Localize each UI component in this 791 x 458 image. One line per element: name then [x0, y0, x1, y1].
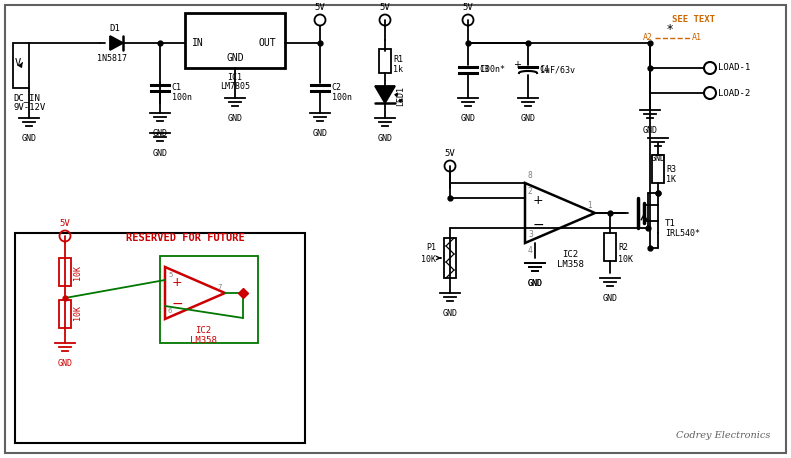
Polygon shape	[110, 36, 123, 50]
Text: 5: 5	[168, 272, 172, 278]
FancyBboxPatch shape	[444, 238, 456, 278]
Text: T1: T1	[665, 218, 676, 228]
Text: 100n*: 100n*	[480, 65, 505, 75]
Text: LOAD-1: LOAD-1	[718, 64, 750, 72]
Text: 9V-12V: 9V-12V	[13, 103, 45, 112]
Text: RESERVED FOR FUTURE: RESERVED FOR FUTURE	[126, 233, 244, 243]
Polygon shape	[525, 183, 595, 243]
Text: 2: 2	[528, 187, 533, 196]
Text: GND: GND	[650, 154, 665, 163]
FancyBboxPatch shape	[185, 13, 285, 68]
Text: IRL540*: IRL540*	[665, 229, 700, 238]
FancyBboxPatch shape	[379, 49, 391, 73]
Text: GND: GND	[312, 129, 327, 138]
Text: GND: GND	[153, 129, 168, 138]
Text: C4: C4	[539, 65, 549, 73]
Text: GND: GND	[528, 279, 543, 288]
Text: 7: 7	[218, 284, 222, 290]
Text: R2: R2	[618, 244, 628, 252]
Text: 10K: 10K	[73, 305, 82, 321]
Text: LM7805: LM7805	[220, 82, 250, 91]
Text: D1: D1	[110, 24, 120, 33]
Text: 8: 8	[528, 171, 533, 180]
Text: 5V: 5V	[380, 3, 391, 12]
Text: V: V	[15, 58, 21, 68]
FancyBboxPatch shape	[5, 5, 786, 453]
Text: +: +	[533, 195, 543, 207]
Text: GND: GND	[377, 134, 392, 143]
Text: +: +	[513, 60, 521, 70]
Text: GND: GND	[21, 134, 36, 143]
Text: GND: GND	[226, 53, 244, 63]
Text: 5V: 5V	[445, 149, 456, 158]
Text: 100n: 100n	[332, 93, 352, 103]
Text: C1: C1	[171, 82, 181, 92]
Text: IC2: IC2	[195, 326, 211, 335]
Text: GND: GND	[528, 279, 543, 288]
FancyBboxPatch shape	[15, 233, 305, 443]
Text: GND: GND	[460, 114, 475, 123]
Text: 1: 1	[587, 201, 592, 210]
Text: 6: 6	[168, 308, 172, 314]
Text: 10K: 10K	[618, 255, 633, 263]
Text: 100n: 100n	[172, 93, 192, 103]
Text: GND: GND	[442, 309, 457, 318]
Text: C2: C2	[331, 82, 341, 92]
Text: −: −	[172, 296, 184, 311]
Text: 1N5817: 1N5817	[97, 54, 127, 63]
Text: 1k: 1k	[393, 65, 403, 75]
FancyBboxPatch shape	[59, 300, 71, 328]
Text: GND: GND	[58, 359, 73, 368]
Text: 3: 3	[528, 230, 533, 239]
Text: DC_IN: DC_IN	[13, 93, 40, 102]
Text: LED1: LED1	[396, 86, 405, 106]
Text: LOAD-2: LOAD-2	[718, 88, 750, 98]
Text: C3: C3	[479, 65, 489, 73]
FancyBboxPatch shape	[652, 155, 664, 183]
Text: +: +	[172, 276, 183, 289]
Text: −: −	[533, 218, 545, 232]
Text: 5V: 5V	[463, 3, 473, 12]
Text: 5V: 5V	[315, 3, 325, 12]
Text: 1K: 1K	[666, 175, 676, 185]
Text: R1: R1	[393, 55, 403, 65]
FancyBboxPatch shape	[59, 258, 71, 286]
Text: IC1: IC1	[228, 73, 243, 82]
Text: A2: A2	[643, 33, 653, 43]
Polygon shape	[375, 86, 395, 103]
Text: SEE TEXT: SEE TEXT	[672, 16, 714, 24]
Text: *: *	[667, 23, 673, 37]
Text: 5V: 5V	[59, 219, 70, 228]
Text: LM358: LM358	[190, 336, 217, 345]
Text: Codrey Electronics: Codrey Electronics	[676, 431, 770, 440]
Text: OUT: OUT	[259, 38, 276, 48]
FancyBboxPatch shape	[13, 43, 29, 88]
Text: 10K: 10K	[421, 256, 436, 265]
Text: P1: P1	[426, 244, 436, 252]
Text: GND: GND	[520, 114, 536, 123]
Text: IN: IN	[192, 38, 204, 48]
Text: A1: A1	[692, 33, 702, 43]
Text: R3: R3	[666, 164, 676, 174]
Text: GND: GND	[153, 149, 168, 158]
Text: 10K: 10K	[73, 265, 82, 279]
Text: 4: 4	[528, 246, 533, 255]
FancyBboxPatch shape	[604, 233, 616, 261]
Text: GND: GND	[228, 114, 243, 123]
Polygon shape	[165, 267, 225, 319]
Text: LM358: LM358	[557, 260, 584, 269]
Text: GND: GND	[603, 294, 618, 303]
Text: 1uF/63v: 1uF/63v	[540, 65, 575, 75]
Text: IC2: IC2	[562, 250, 578, 259]
Text: GND: GND	[642, 126, 657, 135]
